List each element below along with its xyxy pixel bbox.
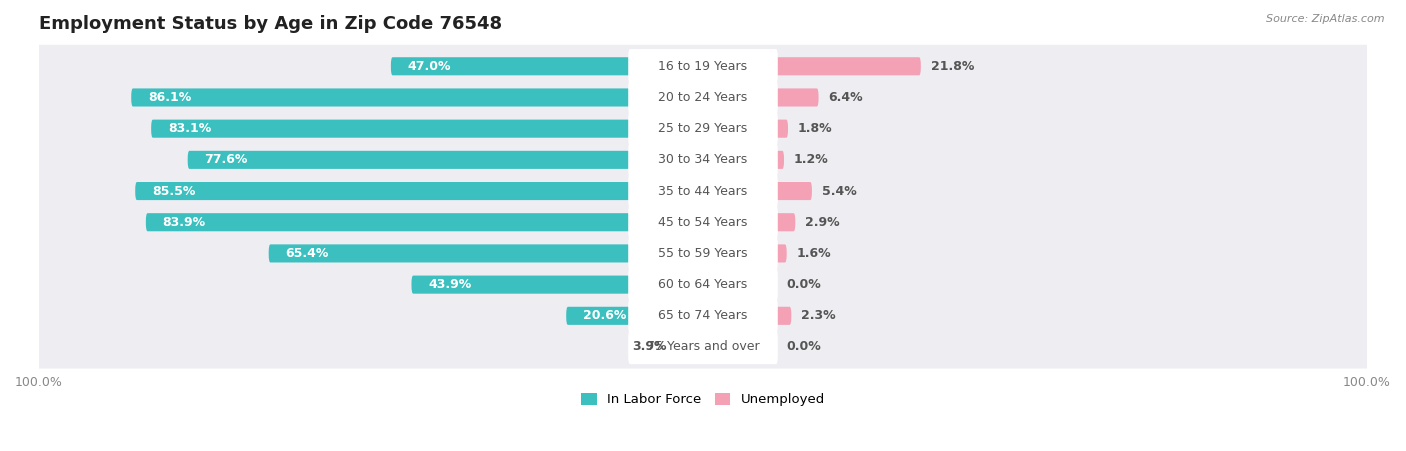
Text: 60 to 64 Years: 60 to 64 Years: [658, 278, 748, 291]
Text: 0.0%: 0.0%: [786, 341, 821, 354]
FancyBboxPatch shape: [628, 236, 778, 271]
Text: 20 to 24 Years: 20 to 24 Years: [658, 91, 748, 104]
Text: 20.6%: 20.6%: [583, 309, 626, 322]
FancyBboxPatch shape: [628, 267, 778, 302]
Text: 30 to 34 Years: 30 to 34 Years: [658, 153, 748, 166]
Text: 43.9%: 43.9%: [427, 278, 471, 291]
Text: 35 to 44 Years: 35 to 44 Years: [658, 184, 748, 198]
FancyBboxPatch shape: [391, 57, 630, 75]
Text: 65.4%: 65.4%: [285, 247, 329, 260]
FancyBboxPatch shape: [776, 213, 796, 231]
Text: 2.9%: 2.9%: [806, 216, 839, 229]
Text: 21.8%: 21.8%: [931, 60, 974, 73]
FancyBboxPatch shape: [628, 205, 778, 239]
Text: 65 to 74 Years: 65 to 74 Years: [658, 309, 748, 322]
FancyBboxPatch shape: [776, 120, 787, 138]
FancyBboxPatch shape: [776, 57, 921, 75]
FancyBboxPatch shape: [152, 120, 630, 138]
Text: 83.9%: 83.9%: [163, 216, 205, 229]
FancyBboxPatch shape: [37, 201, 1369, 244]
FancyBboxPatch shape: [628, 299, 778, 333]
FancyBboxPatch shape: [131, 88, 630, 106]
Text: 2.3%: 2.3%: [801, 309, 837, 322]
FancyBboxPatch shape: [37, 107, 1369, 150]
FancyBboxPatch shape: [628, 111, 778, 146]
FancyBboxPatch shape: [37, 232, 1369, 275]
Text: 25 to 29 Years: 25 to 29 Years: [658, 122, 748, 135]
FancyBboxPatch shape: [628, 80, 778, 115]
FancyBboxPatch shape: [567, 307, 630, 325]
Text: 5.4%: 5.4%: [823, 184, 856, 198]
FancyBboxPatch shape: [146, 213, 630, 231]
Text: 3.9%: 3.9%: [633, 341, 666, 354]
FancyBboxPatch shape: [628, 330, 778, 364]
Text: 1.8%: 1.8%: [799, 122, 832, 135]
Text: 86.1%: 86.1%: [148, 91, 191, 104]
FancyBboxPatch shape: [628, 49, 778, 83]
Text: 0.0%: 0.0%: [786, 278, 821, 291]
Text: 47.0%: 47.0%: [408, 60, 451, 73]
Text: 6.4%: 6.4%: [828, 91, 863, 104]
Text: 55 to 59 Years: 55 to 59 Years: [658, 247, 748, 260]
FancyBboxPatch shape: [37, 170, 1369, 212]
FancyBboxPatch shape: [776, 151, 785, 169]
FancyBboxPatch shape: [135, 182, 630, 200]
Text: 16 to 19 Years: 16 to 19 Years: [658, 60, 748, 73]
Text: 85.5%: 85.5%: [152, 184, 195, 198]
FancyBboxPatch shape: [776, 182, 811, 200]
FancyBboxPatch shape: [187, 151, 630, 169]
FancyBboxPatch shape: [37, 326, 1369, 368]
Text: Employment Status by Age in Zip Code 76548: Employment Status by Age in Zip Code 765…: [39, 15, 502, 33]
FancyBboxPatch shape: [37, 45, 1369, 88]
Text: 75 Years and over: 75 Years and over: [647, 341, 759, 354]
FancyBboxPatch shape: [776, 307, 792, 325]
Text: Source: ZipAtlas.com: Source: ZipAtlas.com: [1267, 14, 1385, 23]
FancyBboxPatch shape: [37, 138, 1369, 181]
FancyBboxPatch shape: [37, 295, 1369, 337]
Legend: In Labor Force, Unemployed: In Labor Force, Unemployed: [581, 393, 825, 406]
FancyBboxPatch shape: [37, 263, 1369, 306]
Text: 77.6%: 77.6%: [204, 153, 247, 166]
FancyBboxPatch shape: [412, 276, 630, 294]
Text: 1.6%: 1.6%: [797, 247, 831, 260]
FancyBboxPatch shape: [776, 244, 787, 262]
Text: 45 to 54 Years: 45 to 54 Years: [658, 216, 748, 229]
FancyBboxPatch shape: [628, 143, 778, 177]
Text: 83.1%: 83.1%: [167, 122, 211, 135]
FancyBboxPatch shape: [37, 76, 1369, 119]
FancyBboxPatch shape: [628, 174, 778, 208]
FancyBboxPatch shape: [776, 88, 818, 106]
Text: 1.2%: 1.2%: [794, 153, 828, 166]
FancyBboxPatch shape: [269, 244, 630, 262]
